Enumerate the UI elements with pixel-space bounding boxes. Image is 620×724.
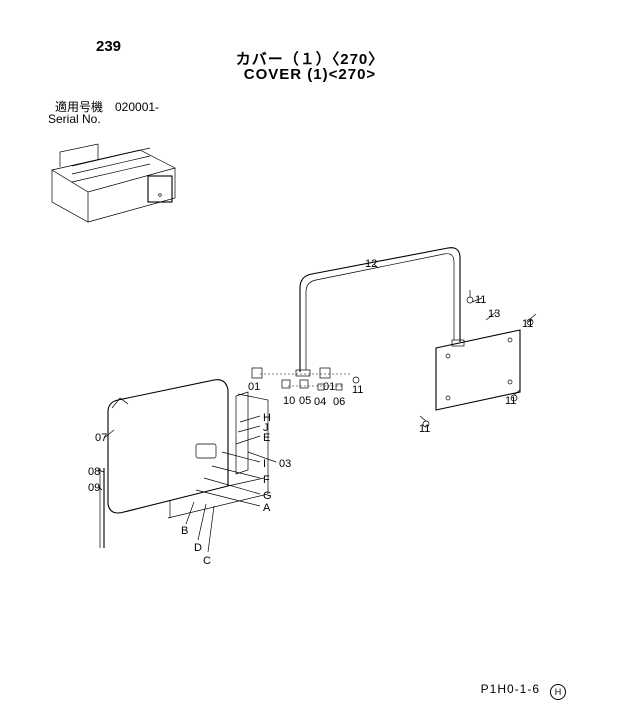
page-root: 239 カバー（１）〈270〉 COVER (1)<270> 適用号機 0200…	[0, 0, 620, 724]
callout-07: 07	[95, 432, 107, 444]
callout-01: 01	[323, 381, 335, 393]
callout-11: 11	[419, 423, 430, 435]
callout-10: 10	[283, 395, 295, 407]
callout-11: 11	[505, 395, 516, 407]
callout-09: 09	[88, 482, 100, 494]
callout-08: 08	[88, 466, 100, 478]
callout-D: D	[194, 542, 202, 554]
callout-12: 12	[365, 258, 377, 270]
locator-view	[52, 144, 175, 222]
callout-06: 06	[333, 396, 345, 408]
callout-I: I	[263, 458, 266, 470]
callout-04: 04	[314, 396, 326, 408]
callout-G: G	[263, 490, 272, 502]
callout-E: E	[263, 432, 270, 444]
diagram-svg	[0, 0, 620, 724]
callout-11: 11	[522, 318, 533, 330]
copyright-mark: H	[550, 684, 566, 700]
callout-C: C	[203, 555, 211, 567]
callout-11: 11	[352, 384, 363, 396]
callout-A: A	[263, 502, 270, 514]
callout-B: B	[181, 525, 188, 537]
footer-code: P1H0-1-6	[481, 682, 540, 696]
callout-13: 13	[488, 308, 500, 320]
callout-11: 11	[475, 294, 486, 306]
callout-05: 05	[299, 395, 311, 407]
callout-03: 03	[279, 458, 291, 470]
callout-F: F	[263, 474, 270, 486]
callout-01: 01	[248, 381, 260, 393]
